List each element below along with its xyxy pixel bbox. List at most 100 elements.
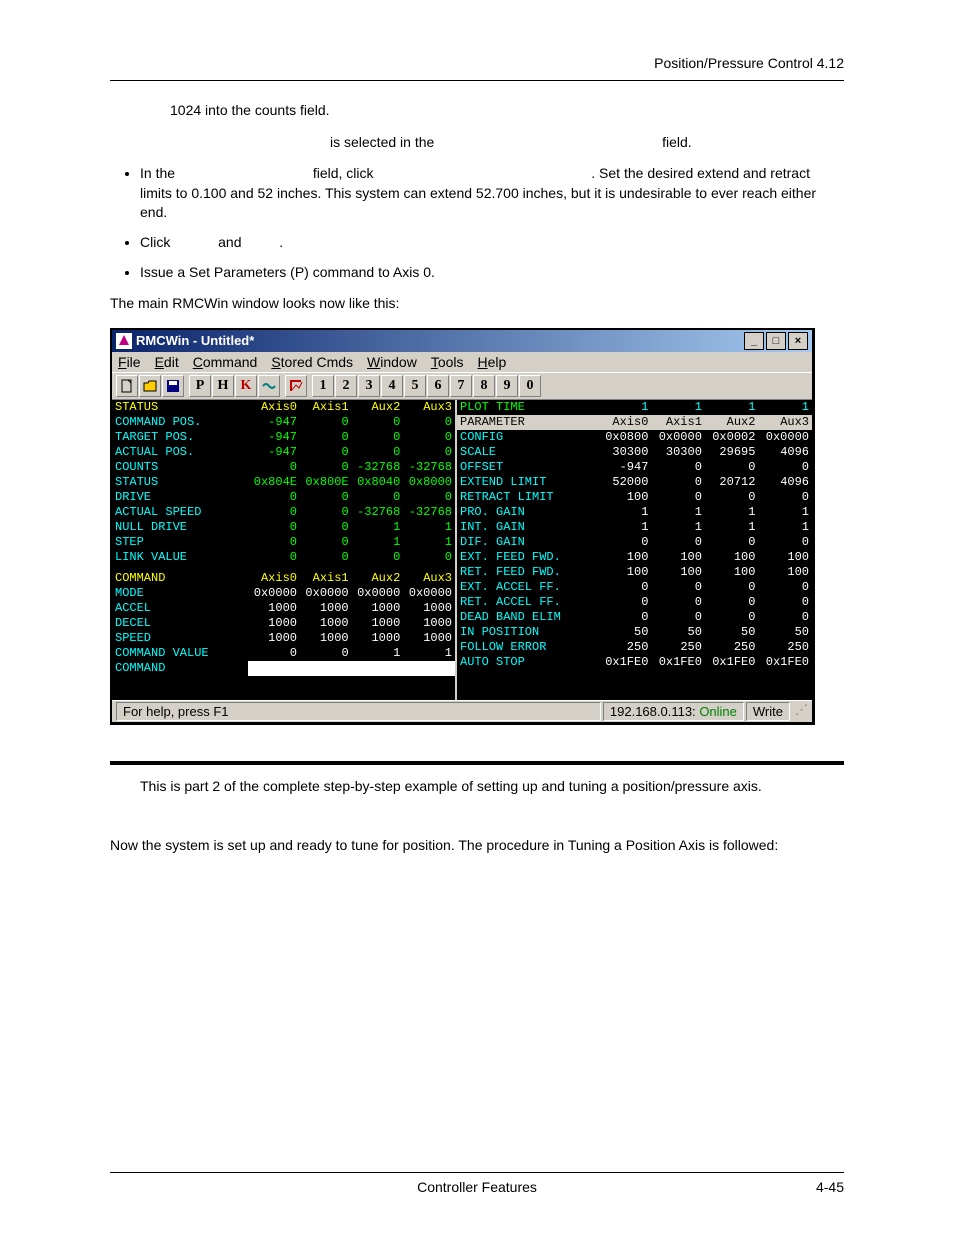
cell: -32768 <box>352 505 404 520</box>
menu-help[interactable]: Help <box>478 354 507 370</box>
titlebar[interactable]: RMCWin - Untitled* _ □ × <box>112 330 812 352</box>
menu-file[interactable]: File <box>118 354 141 370</box>
cell: 0 <box>248 550 300 565</box>
cell: 100 <box>758 550 812 565</box>
cell: 0x8000 <box>403 475 455 490</box>
row-label: ACTUAL POS. <box>112 445 248 460</box>
open-icon[interactable] <box>139 375 161 397</box>
status-help: For help, press F1 <box>116 702 601 721</box>
menu-stored-cmds[interactable]: Stored Cmds <box>271 354 353 370</box>
toolbar-num-1-button[interactable]: 1 <box>312 375 334 397</box>
footer-pagenum: 4-45 <box>816 1179 844 1195</box>
cell: 1000 <box>300 616 352 631</box>
command-header: COMMAND <box>112 571 248 586</box>
command-input[interactable] <box>300 661 352 676</box>
plot-val: 1 <box>651 400 705 415</box>
command-input[interactable] <box>248 661 300 676</box>
cell: 52000 <box>598 475 652 490</box>
minimize-button[interactable]: _ <box>744 332 764 350</box>
col-Aux3: Aux3 <box>758 415 812 430</box>
cell: 0 <box>598 535 652 550</box>
command-input[interactable] <box>403 661 455 676</box>
menu-window[interactable]: Window <box>367 354 417 370</box>
row-label: ACCEL <box>112 601 248 616</box>
rmcwin-window: RMCWin - Untitled* _ □ × File Edit Command… <box>110 328 815 725</box>
maximize-button[interactable]: □ <box>766 332 786 350</box>
chart-icon[interactable] <box>285 375 307 397</box>
row-label: STEP <box>112 535 248 550</box>
cell: -947 <box>248 445 300 460</box>
app-icon <box>116 333 132 349</box>
cell: 100 <box>705 565 759 580</box>
row-label: EXT. ACCEL FF. <box>457 580 598 595</box>
status-ip-text: 192.168.0.113: <box>610 704 696 719</box>
command-input[interactable] <box>352 661 404 676</box>
cell: 1000 <box>248 601 300 616</box>
cell: 1000 <box>248 616 300 631</box>
toolbar-k-button[interactable]: K <box>235 375 257 397</box>
wave-icon[interactable] <box>258 375 280 397</box>
cell: 0 <box>300 505 352 520</box>
menu-command[interactable]: Command <box>193 354 258 370</box>
cell: 0x0000 <box>352 586 404 601</box>
para2-a: is selected in the <box>330 134 434 150</box>
cell: 100 <box>598 490 652 505</box>
close-button[interactable]: × <box>788 332 808 350</box>
row-label: PRO. GAIN <box>457 505 598 520</box>
bullet-3: Issue a Set Parameters (P) command to Ax… <box>140 263 844 283</box>
toolbar-num-2-button[interactable]: 2 <box>335 375 357 397</box>
cell: 50 <box>705 625 759 640</box>
cell: 0 <box>248 520 300 535</box>
cell: 1000 <box>403 616 455 631</box>
cell: 250 <box>651 640 705 655</box>
cell: 1000 <box>248 631 300 646</box>
cell: 0 <box>300 430 352 445</box>
cell: 1 <box>705 505 759 520</box>
toolbar-num-8-button[interactable]: 8 <box>473 375 495 397</box>
row-label: FOLLOW ERROR <box>457 640 598 655</box>
cell: 250 <box>598 640 652 655</box>
body-para-1: 1024 into the counts field. <box>170 101 844 121</box>
save-icon[interactable] <box>162 375 184 397</box>
cell: 100 <box>651 565 705 580</box>
section-para-2: Now the system is set up and ready to tu… <box>110 836 844 856</box>
cell: 0 <box>758 535 812 550</box>
header-rule <box>110 80 844 81</box>
cell: 0 <box>651 460 705 475</box>
cell: 0 <box>300 460 352 475</box>
cell: 0 <box>300 520 352 535</box>
cell: 30300 <box>651 445 705 460</box>
window-title: RMCWin - Untitled* <box>136 333 254 348</box>
toolbar-num-3-button[interactable]: 3 <box>358 375 380 397</box>
resize-grip[interactable]: ⋰ <box>792 702 808 721</box>
right-panel: PLOT TIME1111PARAMETERAxis0Axis1Aux2Aux3… <box>457 400 812 700</box>
cell: 1 <box>651 520 705 535</box>
menu-edit[interactable]: Edit <box>155 354 179 370</box>
cell: 0 <box>352 430 404 445</box>
cell: 100 <box>598 550 652 565</box>
cell: 0x0002 <box>705 430 759 445</box>
toolbar-num-4-button[interactable]: 4 <box>381 375 403 397</box>
cell: 1000 <box>403 631 455 646</box>
cell: -947 <box>248 430 300 445</box>
toolbar-num-6-button[interactable]: 6 <box>427 375 449 397</box>
row-label: AUTO STOP <box>457 655 598 670</box>
menu-tools[interactable]: Tools <box>431 354 464 370</box>
cell: 0 <box>300 415 352 430</box>
cell: 0x0000 <box>300 586 352 601</box>
toolbar-h-button[interactable]: H <box>212 375 234 397</box>
toolbar-num-0-button[interactable]: 0 <box>519 375 541 397</box>
toolbar-num-7-button[interactable]: 7 <box>450 375 472 397</box>
new-icon[interactable] <box>116 375 138 397</box>
cell: -947 <box>248 415 300 430</box>
toolbar-num-9-button[interactable]: 9 <box>496 375 518 397</box>
b1a: In the <box>140 165 175 181</box>
cell: 1000 <box>403 601 455 616</box>
cell: 0 <box>705 460 759 475</box>
toolbar-num-5-button[interactable]: 5 <box>404 375 426 397</box>
col-Axis0: Axis0 <box>248 571 300 586</box>
cell: 0 <box>248 490 300 505</box>
toolbar-p-button[interactable]: P <box>189 375 211 397</box>
col-Axis1: Axis1 <box>300 571 352 586</box>
b1b: field, click <box>313 165 374 181</box>
